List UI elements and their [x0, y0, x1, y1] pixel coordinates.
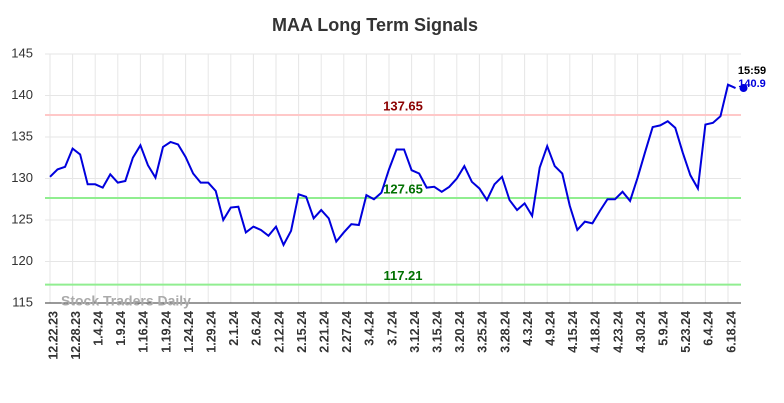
x-tick-label: 3.7.24 [385, 311, 399, 346]
x-tick-label: 3.4.24 [363, 311, 377, 346]
x-tick-label: 1.4.24 [91, 311, 105, 346]
x-tick-label: 4.9.24 [543, 311, 557, 346]
x-tick-label: 3.28.24 [498, 311, 512, 353]
chart-title: MAA Long Term Signals [272, 15, 478, 35]
y-tick-label: 140 [11, 87, 33, 102]
x-tick-label: 12.28.23 [69, 311, 83, 360]
x-tick-label: 4.18.24 [589, 311, 603, 353]
x-tick-label: 1.9.24 [114, 311, 128, 346]
x-tick-label: 3.15.24 [430, 311, 444, 353]
last-time: 15:59 [738, 65, 766, 77]
signal-label: 127.65 [383, 181, 423, 196]
x-tick-label: 3.20.24 [453, 311, 467, 353]
y-tick-label: 125 [11, 211, 33, 226]
x-tick-label: 12.22.23 [46, 311, 60, 360]
x-tick-label: 2.15.24 [295, 311, 309, 353]
x-tick-label: 4.15.24 [566, 311, 580, 353]
x-tick-label: 6.4.24 [702, 311, 716, 346]
signal-label: 137.65 [383, 98, 423, 113]
x-tick-label: 4.23.24 [611, 311, 625, 353]
x-tick-label: 5.9.24 [656, 311, 670, 346]
x-tick-label: 2.12.24 [272, 311, 286, 353]
last-point [739, 84, 748, 93]
last-value: 140.9 [738, 78, 766, 90]
x-tick-label: 2.6.24 [250, 311, 264, 346]
x-tick-label: 3.12.24 [408, 311, 422, 353]
y-tick-label: 135 [11, 128, 33, 143]
x-tick-label: 4.3.24 [521, 311, 535, 346]
x-tick-label: 2.27.24 [340, 311, 354, 353]
x-tick-label: 6.18.24 [724, 311, 738, 353]
x-tick-label: 4.30.24 [634, 311, 648, 353]
x-tick-label: 2.1.24 [227, 311, 241, 346]
y-tick-label: 120 [11, 253, 33, 268]
x-tick-label: 1.16.24 [137, 311, 151, 353]
y-tick-label: 115 [12, 294, 33, 309]
x-tick-label: 1.24.24 [182, 311, 196, 353]
x-tick-label: 5.23.24 [679, 311, 693, 353]
price-line [49, 83, 736, 248]
x-tick-label: 2.21.24 [317, 311, 331, 353]
x-tick-label: 1.29.24 [204, 311, 218, 353]
signal-label: 117.21 [383, 268, 422, 283]
y-tick-label: 130 [11, 170, 33, 185]
watermark: Stock Traders Daily [61, 293, 191, 309]
x-tick-label: 1.19.24 [159, 311, 173, 353]
x-tick-label: 3.25.24 [476, 311, 490, 353]
y-tick-label: 145 [11, 45, 33, 60]
